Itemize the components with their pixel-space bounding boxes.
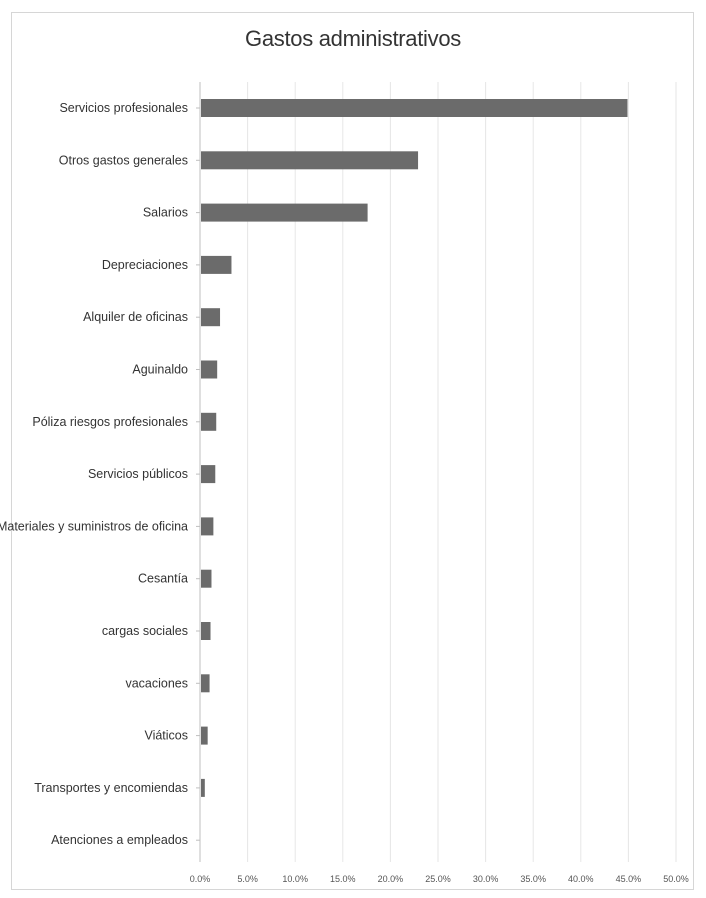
category-label: Viáticos xyxy=(144,729,188,743)
x-tick-label: 0.0% xyxy=(190,874,211,884)
x-tick-label: 40.0% xyxy=(568,874,594,884)
bar xyxy=(201,465,216,484)
x-tick-label: 45.0% xyxy=(616,874,642,884)
bar xyxy=(201,308,221,327)
x-tick-label: 5.0% xyxy=(237,874,258,884)
bar xyxy=(201,203,368,222)
x-tick-label: 50.0% xyxy=(663,874,689,884)
category-label: Alquiler de oficinas xyxy=(83,310,188,324)
bar xyxy=(201,517,214,536)
x-tick-label: 10.0% xyxy=(282,874,308,884)
bar xyxy=(201,255,232,274)
x-tick-label: 15.0% xyxy=(330,874,356,884)
category-label: Salarios xyxy=(143,206,188,220)
chart-frame xyxy=(11,12,694,890)
category-label: Otros gastos generales xyxy=(59,153,188,167)
bar xyxy=(201,622,211,640)
category-label: cargas sociales xyxy=(102,624,188,638)
bar xyxy=(201,569,212,588)
bar xyxy=(201,151,419,170)
chart-title: Gastos administrativos xyxy=(245,26,461,51)
category-label: Materiales y suministros de oficina xyxy=(0,519,188,533)
category-label: Cesantía xyxy=(138,572,188,586)
bar xyxy=(201,412,217,431)
category-label: Servicios públicos xyxy=(88,467,188,481)
bar xyxy=(201,674,210,693)
bar xyxy=(201,99,628,117)
category-label: vacaciones xyxy=(125,676,188,690)
bar xyxy=(201,726,208,745)
bar xyxy=(201,360,218,379)
x-tick-label: 20.0% xyxy=(378,874,404,884)
category-label: Atenciones a empleados xyxy=(51,833,188,847)
category-label: Depreciaciones xyxy=(102,258,188,272)
category-label: Aguinaldo xyxy=(132,363,188,377)
category-label: Póliza riesgos profesionales xyxy=(32,415,188,429)
category-label: Servicios profesionales xyxy=(59,101,188,115)
bar xyxy=(201,778,205,797)
category-label: Transportes y encomiendas xyxy=(34,781,188,795)
x-tick-label: 25.0% xyxy=(425,874,451,884)
x-tick-label: 30.0% xyxy=(473,874,499,884)
x-tick-label: 35.0% xyxy=(520,874,546,884)
